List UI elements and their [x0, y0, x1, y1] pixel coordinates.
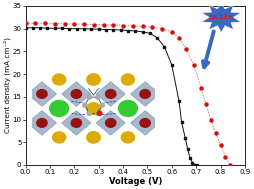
Polygon shape [201, 2, 241, 33]
Text: 19.18%: 19.18% [208, 15, 234, 20]
Y-axis label: Current density (mA cm⁻²): Current density (mA cm⁻²) [4, 38, 11, 133]
X-axis label: Voltage (V): Voltage (V) [108, 177, 162, 186]
